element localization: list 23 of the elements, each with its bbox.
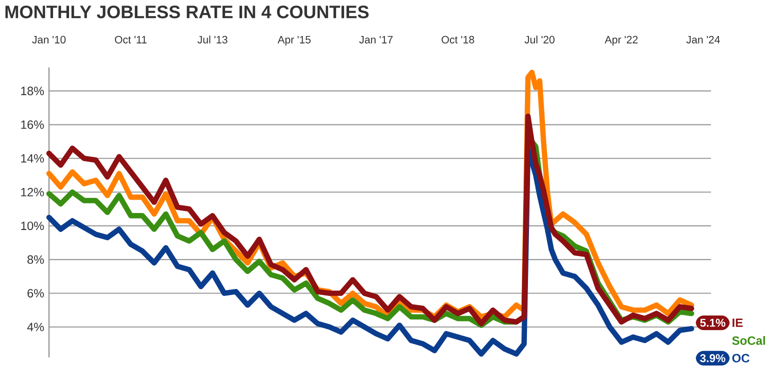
text: SoCal xyxy=(732,336,765,345)
x-tick-label: Oct '18 xyxy=(442,36,474,44)
x-tick-label: Jan '24 xyxy=(686,36,720,44)
x-tick-label: Apr '22 xyxy=(604,36,638,46)
legend-label: IE xyxy=(732,318,743,327)
legend-label: OC xyxy=(732,354,750,362)
y-tick-label: 14% xyxy=(21,154,44,163)
y-tick-label: 10% xyxy=(21,222,44,230)
y-tick-label: 4% xyxy=(27,322,44,332)
y-tick-label: 12% xyxy=(21,188,44,196)
x-tick-label: Apr '15 xyxy=(278,36,311,46)
annotation: 5.1% xyxy=(700,318,726,327)
x-tick-label: Jul '13 xyxy=(197,36,228,44)
y-tick-label: 6% xyxy=(28,289,44,298)
x-tick-label: Oct '11 xyxy=(114,36,147,44)
y-tick-label: 8% xyxy=(27,255,44,264)
annotation: 3.9% xyxy=(700,354,726,362)
y-tick-label: 18% xyxy=(21,86,44,96)
x-tick-label: Jul '20 xyxy=(524,36,554,44)
chart-title: MONTHLY JOBLESS RATE IN 4 COUNTIES xyxy=(5,6,369,18)
x-tick-label: Jan '17 xyxy=(359,36,393,44)
y-tick-label: 16% xyxy=(21,120,44,129)
x-tick-label: Jan '10 xyxy=(32,36,66,44)
